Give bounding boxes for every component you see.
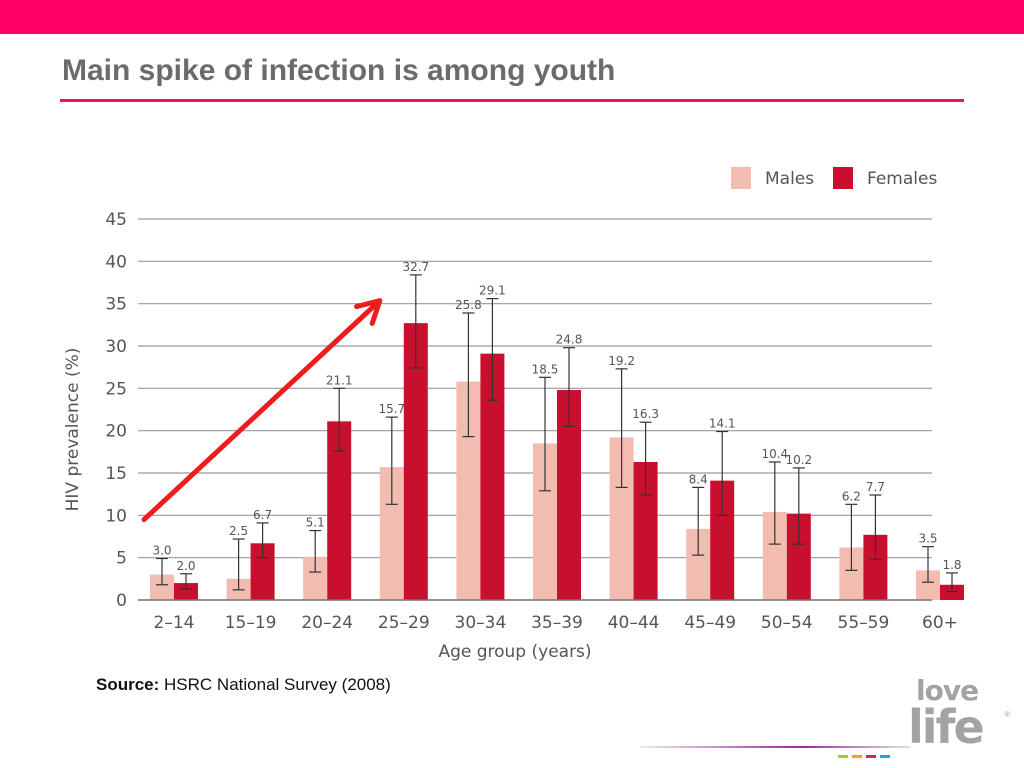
x-tick-label: 30–34 (455, 613, 507, 633)
bar-female (174, 583, 198, 600)
data-label-male: 5.1 (306, 516, 325, 530)
data-label-female: 32.7 (402, 260, 429, 274)
data-label-female: 24.8 (556, 333, 583, 347)
y-tick-label: 45 (105, 210, 127, 230)
data-label-male: 3.0 (152, 544, 171, 558)
x-tick-label: 50–54 (761, 613, 813, 633)
lovelife-logo: love life ® (902, 674, 1012, 754)
legend-label-males: Males (765, 169, 814, 189)
registered-mark-icon: ® (1004, 710, 1010, 719)
data-label-female: 10.2 (785, 453, 812, 467)
data-label-female: 1.8 (942, 558, 961, 572)
slide-title: Main spike of infection is among youth (62, 54, 616, 87)
data-label-male: 19.2 (608, 354, 635, 368)
x-tick-label: 45–49 (684, 613, 736, 633)
legend-swatch-females (833, 167, 853, 189)
footer-gradient-line (640, 746, 910, 748)
y-tick-label: 30 (105, 337, 127, 357)
trend-arrow-head-icon (354, 298, 383, 326)
data-label-male: 25.8 (455, 298, 482, 312)
data-label-female: 14.1 (709, 417, 736, 431)
x-tick-label: 2–14 (154, 613, 195, 633)
data-label-female: 6.7 (253, 508, 272, 522)
top-accent-band (0, 0, 1024, 34)
data-label-female: 2.0 (176, 559, 195, 573)
data-label-male: 15.7 (378, 402, 405, 416)
bar-female (403, 323, 428, 600)
data-label-female: 29.1 (479, 284, 506, 298)
data-label-female: 16.3 (632, 407, 659, 421)
data-label-male: 8.4 (689, 472, 708, 486)
x-tick-label: 25–29 (378, 613, 430, 633)
data-label-male: 6.2 (842, 489, 861, 503)
bar-female (940, 584, 964, 600)
x-tick-label: 35–39 (531, 613, 583, 633)
data-label-female: 21.1 (326, 373, 353, 387)
logo-life-text: life (908, 700, 985, 754)
y-tick-label: 0 (116, 591, 127, 611)
source-label: Source: (96, 675, 160, 694)
footer-color-dashes (838, 745, 908, 758)
legend-swatch-males (731, 167, 751, 189)
source-text: HSRC National Survey (2008) (164, 675, 391, 694)
x-tick-label: 40–44 (608, 613, 660, 633)
y-axis-label: HIV prevalence (%) (63, 348, 83, 512)
trend-arrow-shaft (141, 302, 378, 523)
legend-label-females: Females (867, 169, 937, 189)
y-tick-label: 35 (105, 295, 127, 315)
x-axis-label: Age group (years) (438, 642, 591, 662)
data-label-male: 18.5 (532, 362, 559, 376)
data-label-male: 2.5 (229, 524, 248, 538)
title-underline (60, 99, 964, 102)
x-tick-label: 60+ (922, 613, 958, 633)
data-label-female: 7.7 (866, 480, 885, 494)
data-label-male: 10.4 (761, 447, 788, 461)
y-tick-label: 5 (116, 549, 127, 569)
y-tick-label: 10 (105, 506, 127, 526)
y-tick-label: 20 (105, 422, 127, 442)
logo-love-text: love (916, 674, 979, 707)
source-note: Source: HSRC National Survey (2008) (96, 675, 391, 695)
x-tick-label: 20–24 (301, 613, 353, 633)
y-tick-label: 25 (105, 379, 127, 399)
y-tick-label: 40 (105, 252, 127, 272)
x-tick-label: 55–59 (838, 613, 890, 633)
y-tick-label: 15 (105, 464, 127, 484)
data-label-male: 3.5 (918, 532, 937, 546)
x-tick-label: 15–19 (225, 613, 277, 633)
